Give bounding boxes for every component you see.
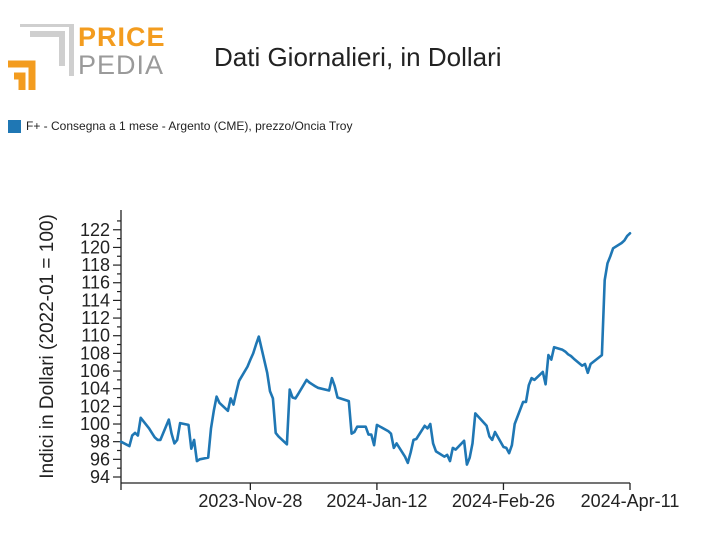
- y-tick-label: 120: [80, 237, 110, 257]
- legend-label: F+ - Consegna a 1 mese - Argento (CME), …: [26, 119, 353, 133]
- x-tick-label: 2024-Feb-26: [452, 491, 555, 511]
- y-tick-label: 114: [81, 290, 110, 310]
- pricepedia-logo: PRICE PEDIA: [8, 24, 168, 94]
- series-line-0: [119, 232, 632, 466]
- y-tick-label: 106: [80, 361, 110, 381]
- y-tick-label: 110: [81, 326, 110, 346]
- y-tick-label: 122: [80, 220, 110, 240]
- y-tick-label: 112: [81, 308, 110, 328]
- x-tick-label: 2024-Apr-11: [581, 491, 680, 511]
- y-tick-label: 98: [90, 432, 110, 452]
- legend[interactable]: F+ - Consegna a 1 mese - Argento (CME), …: [8, 119, 352, 133]
- y-tick-label: 104: [80, 379, 110, 399]
- logo-mark-icon: [8, 24, 74, 90]
- y-tick-label: 96: [90, 449, 110, 469]
- y-axis-label: Indici in Dollari (2022-01 = 100): [37, 214, 58, 479]
- y-tick-label: 100: [80, 414, 110, 434]
- chart-title: Dati Giornalieri, in Dollari: [214, 42, 502, 72]
- x-tick-label: 2023-Nov-28: [198, 491, 302, 511]
- x-tick-label: 2024-Jan-12: [326, 491, 427, 511]
- y-tick-label: 102: [80, 396, 110, 416]
- logo-word-pedia: PEDIA: [78, 50, 165, 80]
- y-tick-label: 94: [90, 467, 110, 487]
- y-tick-label: 116: [81, 273, 110, 293]
- logo-word-price: PRICE: [78, 22, 166, 52]
- y-tick-label: 108: [80, 343, 110, 363]
- legend-swatch: [8, 119, 21, 133]
- y-tick-label: 118: [81, 255, 110, 275]
